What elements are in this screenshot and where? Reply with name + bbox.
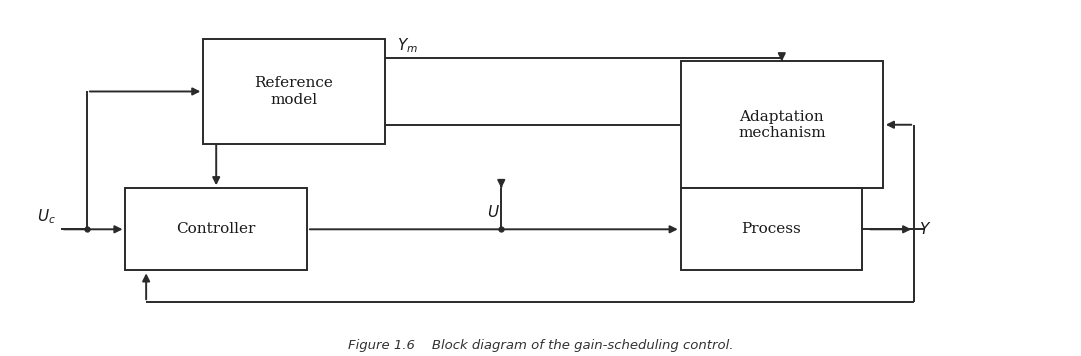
Text: Controller: Controller bbox=[176, 222, 256, 236]
Text: $U_c$: $U_c$ bbox=[37, 208, 56, 226]
Bar bbox=[125, 188, 307, 271]
Bar bbox=[203, 39, 385, 144]
Text: Process: Process bbox=[742, 222, 801, 236]
Bar bbox=[681, 61, 883, 188]
Text: Reference
model: Reference model bbox=[255, 77, 333, 106]
Text: Figure 1.6    Block diagram of the gain-scheduling control.: Figure 1.6 Block diagram of the gain-sch… bbox=[348, 339, 733, 352]
Bar bbox=[681, 188, 863, 271]
Text: Adaptation
mechanism: Adaptation mechanism bbox=[738, 110, 826, 140]
Text: $Y_m$: $Y_m$ bbox=[398, 36, 418, 55]
Text: $U$: $U$ bbox=[488, 204, 501, 220]
Text: $Y$: $Y$ bbox=[919, 221, 932, 237]
